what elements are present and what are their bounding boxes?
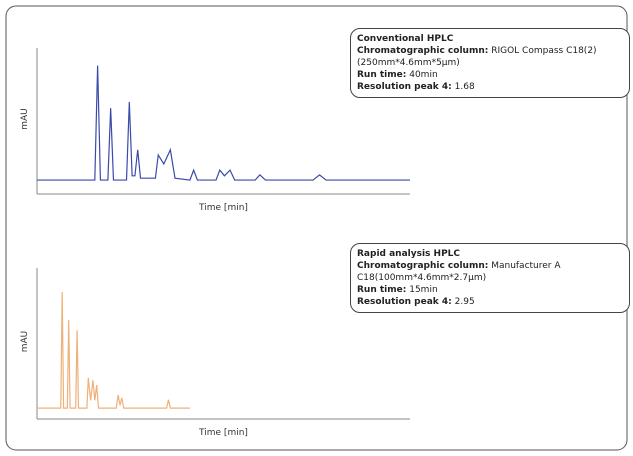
callout-label: Chromatographic column: bbox=[357, 46, 489, 56]
callout-label: Resolution peak 4: bbox=[357, 297, 452, 307]
callout-value: 1.68 bbox=[454, 82, 475, 92]
callout-title: Conventional HPLC bbox=[357, 34, 454, 44]
callout-label: Run time: bbox=[357, 70, 407, 80]
callout-line: Chromatographic column: Manufacturer A C… bbox=[357, 260, 623, 284]
x-axis-label: Time [min] bbox=[198, 203, 248, 213]
callout-label: Run time: bbox=[357, 285, 407, 295]
callout-value: 15min bbox=[409, 285, 438, 295]
callout: Rapid analysis HPLC Chromatographic colum… bbox=[350, 243, 630, 313]
y-axis-label: mAU bbox=[20, 331, 30, 353]
callout-value: 2.95 bbox=[454, 297, 475, 307]
callout-label: Chromatographic column: bbox=[357, 261, 489, 271]
x-axis-label: Time [min] bbox=[198, 428, 248, 438]
callout-line: Resolution peak 4: 1.68 bbox=[357, 81, 623, 93]
callout-line: Resolution peak 4: 2.95 bbox=[357, 296, 623, 308]
callout-value: 40min bbox=[409, 70, 438, 80]
callout-label: Resolution peak 4: bbox=[357, 82, 452, 92]
callout: Conventional HPLC Chromatographic column:… bbox=[350, 28, 630, 98]
y-axis-label: mAU bbox=[20, 108, 30, 130]
trace bbox=[37, 65, 410, 181]
callout-line: Run time: 40min bbox=[357, 69, 623, 81]
callout-line: Chromatographic column: RIGOL Compass C1… bbox=[357, 45, 623, 69]
trace bbox=[37, 292, 190, 409]
frame bbox=[5, 5, 628, 451]
callout-line: Run time: 15min bbox=[357, 284, 623, 296]
callout-title: Rapid analysis HPLC bbox=[357, 249, 461, 259]
callout-value: RIGOL Compass C18(2) (250mm*4.6mm*5µm) bbox=[357, 46, 597, 68]
callout-value: Manufacturer A C18(100mm*4.6mm*2.7µm) bbox=[357, 261, 561, 283]
